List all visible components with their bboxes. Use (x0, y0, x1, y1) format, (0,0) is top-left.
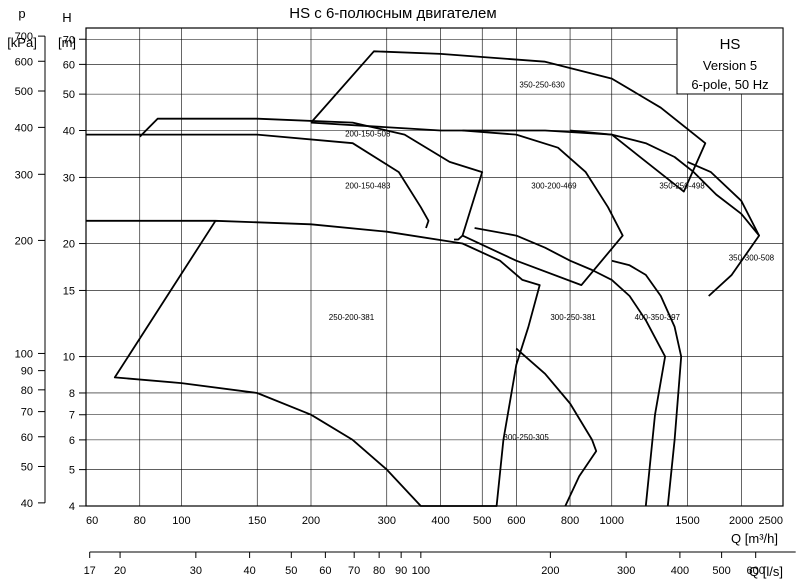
pump-curve-label: 350-250-498 (659, 182, 705, 191)
pump-curve-label: 300-250-305 (503, 433, 549, 442)
plot-frame (85, 27, 784, 507)
x-tick-label: 500 (473, 515, 491, 527)
ls-tick-label: 600 (747, 565, 765, 577)
pressure-tick-label: 70 (21, 407, 33, 419)
pump-curve-label: 300-200-469 (531, 182, 577, 191)
head-tick-label: 60 (63, 59, 75, 71)
ls-tick-label: 60 (319, 565, 331, 577)
x-axis-label-ls: Q [l/s] (749, 564, 783, 579)
ls-tick-label: 500 (712, 565, 730, 577)
ls-tick-label: 70 (348, 565, 360, 577)
x-tick-label: 1500 (675, 515, 699, 527)
pump-curve-label: 400-350-397 (635, 313, 681, 322)
pressure-tick-label: 60 (21, 432, 33, 444)
head-tick-label: 7 (69, 410, 75, 422)
info-box-frame (676, 27, 784, 95)
ls-tick-label: 30 (190, 565, 202, 577)
head-tick-label: 40 (63, 126, 75, 138)
pump-curve-200-150-483 (86, 133, 430, 229)
pump-curve-label: 350-300-508 (729, 254, 775, 263)
pressure-tick-label: 300 (15, 169, 33, 181)
pressure-tick-label: 600 (15, 56, 33, 68)
ls-tick-label: 50 (285, 565, 297, 577)
x-tick-label: 600 (507, 515, 525, 527)
x-tick-label: 1000 (600, 515, 624, 527)
info-box-line-2: Version 5 (703, 58, 757, 73)
ls-tick-label: 17 (84, 565, 96, 577)
x-axis-label-m3h: Q [m³/h] (731, 531, 778, 546)
pump-curve-label: 350-250-630 (519, 81, 565, 90)
head-tick-label: 70 (63, 34, 75, 46)
chart-title: HS с 6-полюсным двигателем (289, 5, 496, 22)
x-tick-label: 100 (172, 515, 190, 527)
head-axis-unit: [m] (58, 35, 76, 50)
ls-tick-label: 20 (114, 565, 126, 577)
x-tick-label: 200 (302, 515, 320, 527)
x-tick-label: 400 (431, 515, 449, 527)
pump-curve-350-300-508 (687, 161, 760, 237)
grid (86, 28, 783, 506)
head-tick-label: 30 (63, 172, 75, 184)
x-tick-label: 2500 (759, 515, 783, 527)
ls-tick-label: 400 (671, 565, 689, 577)
pressure-axis-unit: [kPa] (7, 35, 37, 50)
info-box-line-3: 6-pole, 50 Hz (691, 77, 768, 92)
info-box: HS Version 5 6-pole, 50 Hz (676, 27, 784, 95)
ls-tick-label: 90 (395, 565, 407, 577)
pump-curve-250-200-381 (86, 219, 541, 507)
pressure-tick-label: 400 (15, 122, 33, 134)
head-tick-label: 5 (69, 465, 75, 477)
head-tick-label: 20 (63, 239, 75, 251)
pump-curve-200-150-508 (139, 117, 484, 241)
x-tick-label: 150 (248, 515, 266, 527)
pump-curve-label: 300-250-381 (550, 313, 596, 322)
pressure-tick-label: 40 (21, 498, 33, 510)
x-tick-label: 60 (86, 515, 98, 527)
axes: 60 80 100 150 200 300 400 500 600 800 1000 1500 2000… (15, 31, 796, 577)
pressure-tick-label: 200 (15, 235, 33, 247)
ls-tick-label: 300 (617, 565, 635, 577)
head-tick-label: 6 (69, 435, 75, 447)
pressure-tick-label: 700 (15, 31, 33, 43)
pressure-tick-label: 80 (21, 385, 33, 397)
x-tick-label: 300 (378, 515, 396, 527)
ls-tick-label: 80 (373, 565, 385, 577)
pressure-tick-label: 100 (15, 348, 33, 360)
info-box-line-1: HS (720, 36, 741, 53)
pump-curve-label: 200-150-508 (345, 130, 391, 139)
pump-curve-350-250-630 (310, 50, 707, 193)
pressure-tick-label: 500 (15, 86, 33, 98)
pump-curve-400-350-397 (611, 259, 683, 507)
head-tick-label: 15 (63, 285, 75, 297)
pump-curve-350-250-498 (570, 129, 760, 297)
pressure-tick-label: 90 (21, 366, 33, 378)
head-tick-label: 8 (69, 388, 75, 400)
head-axis-label: H (62, 10, 71, 25)
pump-curves: 350-250-630 200-150-508 200-150-483 300-200… (86, 50, 775, 507)
pressure-axis-label: p (18, 6, 25, 21)
x-tick-label: 2000 (729, 515, 753, 527)
head-tick-label: 50 (63, 89, 75, 101)
pump-curve-300-200-469 (462, 129, 624, 286)
pressure-tick-label: 50 (21, 461, 33, 473)
x-tick-label: 80 (134, 515, 146, 527)
head-tick-label: 4 (69, 501, 75, 513)
ls-tick-label: 200 (541, 565, 559, 577)
x-tick-label: 800 (561, 515, 579, 527)
pump-curve-label: 200-150-483 (345, 182, 391, 191)
ls-tick-label: 40 (243, 565, 255, 577)
ls-tick-label: 100 (412, 565, 430, 577)
pump-curve-300-250-305 (515, 347, 598, 507)
pump-curve-300-250-381 (474, 227, 666, 507)
pump-curve-label: 250-200-381 (329, 313, 375, 322)
head-tick-label: 10 (63, 352, 75, 364)
